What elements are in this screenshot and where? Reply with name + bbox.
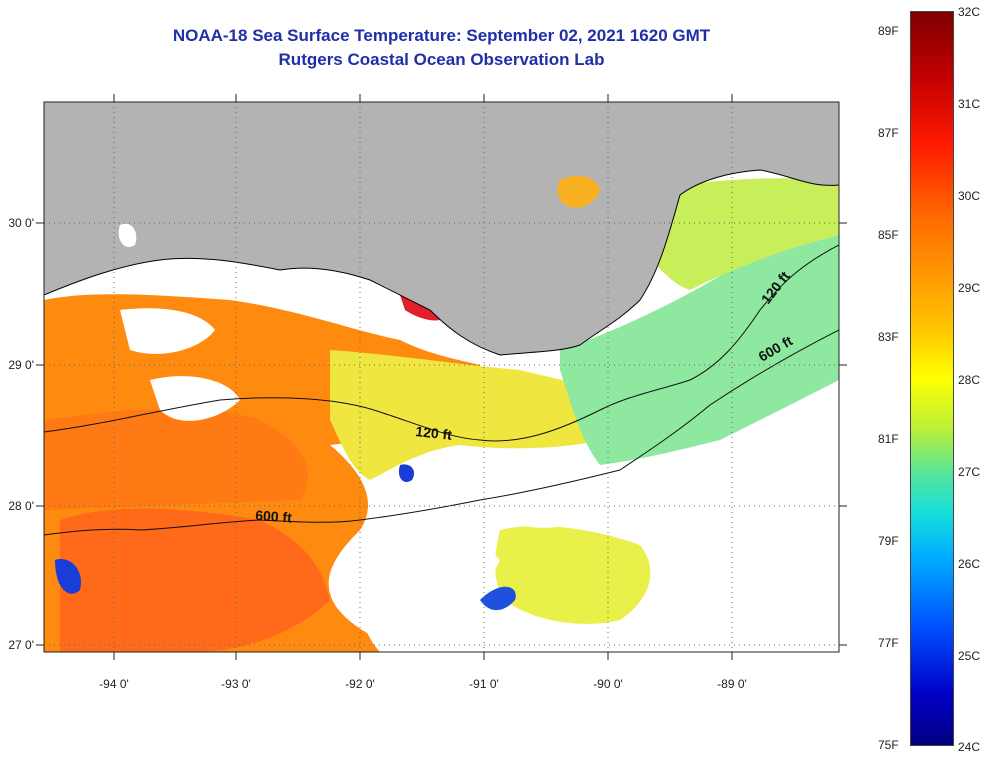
lon-label: -91 0' [469,677,499,691]
colorbar-f-label: 87F [878,126,899,140]
lon-label: -92 0' [345,677,375,691]
contour-label-120ft: 120 ft [415,423,453,443]
colorbar-f-label: 83F [878,330,899,344]
lake-white [118,223,137,248]
contour-label-600ft: 600 ft [255,507,293,526]
colorbar-c-label: 30C [958,189,981,203]
lat-label: 28 0' [8,499,34,513]
yellow-patch-south [495,525,651,624]
colorbar-c-label: 28C [958,373,981,387]
temperature-colorbar [910,11,954,746]
warm-water-southwest [60,508,330,652]
colorbar-c-label: 32C [958,5,981,19]
lon-label: -90 0' [593,677,623,691]
colorbar-c-label: 25C [958,649,981,663]
contour-600ft-west [44,329,839,536]
white-cloud-gap-4 [120,308,215,354]
sst-field [44,171,839,652]
map-subtitle: Rutgers Coastal Ocean Observation Lab [278,50,605,69]
colorbar-f-label: 81F [878,432,899,446]
white-cloud-gap-2 [640,440,839,652]
white-cloud-gap-1 [438,451,620,528]
colorbar-c-label: 29C [958,281,981,295]
green-water-east [560,235,839,465]
lake-pontchartrain [557,175,600,208]
lon-label: -89 0' [717,677,747,691]
colorbar-c-label: 26C [958,557,981,571]
lat-label: 27 0' [8,638,34,652]
tick-marks [36,94,847,660]
colorbar-f-label: 85F [878,228,899,242]
lon-label: -93 0' [221,677,251,691]
map-border [43,101,840,653]
orange-band [44,408,308,510]
graticule [44,102,839,652]
land-mass [44,102,839,355]
contour-120ft-west [44,244,839,442]
colorbar-f-label: 75F [878,738,899,752]
coastline [44,169,839,356]
colorbar-f-label: 89F [878,24,899,38]
cold-speck-2 [480,586,516,611]
colorbar-f-label: 77F [878,636,899,650]
lat-label: 29 0' [8,358,34,372]
yellow-water-central [330,350,610,480]
colorbar-c-label: 24C [958,740,981,754]
colorbar-c-label: 31C [958,97,981,111]
lon-label: -94 0' [99,677,129,691]
white-cloud-gap-3 [358,520,500,652]
cold-speck-1 [55,559,81,594]
cold-speck-3 [398,464,415,483]
colorbar-c-label: 27C [958,465,981,479]
colorbar-f-label: 79F [878,534,899,548]
white-cloud-gap-5 [150,376,240,421]
map-title: NOAA-18 Sea Surface Temperature: Septemb… [172,26,711,45]
lat-label: 30 0' [8,216,34,230]
